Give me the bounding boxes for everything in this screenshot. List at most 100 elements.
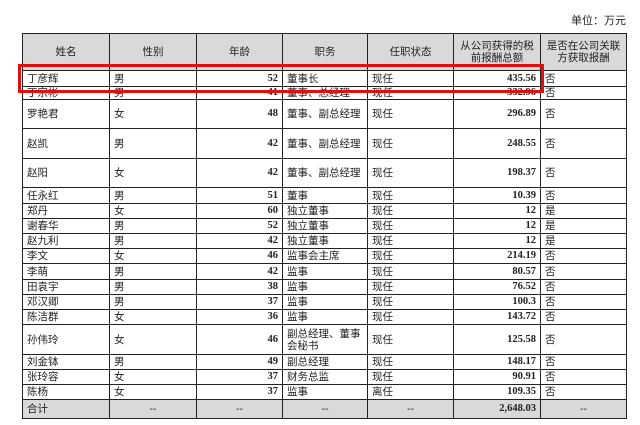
table-cell: 现任 — [367, 324, 454, 355]
total-cell: 合计 — [22, 399, 110, 419]
table-cell: 董事、副总经理 — [282, 128, 368, 159]
total-cell: -- — [196, 399, 283, 419]
table-row: 郑丹女 60 独立董事 现任 12 是 — [22, 203, 627, 219]
table-cell: 副总经理、董事会秘书 — [282, 324, 368, 355]
table-cell: 否 — [540, 158, 627, 188]
table-row: 孙伟玲女 46 副总经理、董事会秘书 现任 125.58 否 — [22, 324, 627, 355]
table-cell: 赵九利 — [22, 233, 110, 249]
total-cell: -- — [540, 399, 627, 419]
table-cell: 现任 — [367, 218, 454, 234]
table-cell: 36 — [196, 309, 283, 325]
table-cell: 60 — [196, 203, 283, 219]
table-cell: 是 — [540, 203, 627, 219]
table-row: 田袁宇男 38 监事 现任 76.52 否 — [22, 279, 627, 295]
table-cell: 男 — [109, 354, 197, 370]
table-cell: 37 — [196, 294, 283, 310]
total-cell: -- — [367, 399, 454, 419]
table-cell: 296.89 — [453, 99, 541, 129]
table-row: 刘金钵男 49 副总经理 现任 148.17 否 — [22, 354, 627, 370]
table-cell: 女 — [109, 248, 197, 264]
table-cell: 12 — [453, 218, 541, 234]
table-cell: 是 — [540, 233, 627, 249]
table-cell: 罗艳君 — [22, 99, 110, 129]
table-cell: 刘金钵 — [22, 354, 110, 370]
table-cell: 否 — [540, 324, 627, 355]
table-cell: 现任 — [367, 263, 454, 280]
column-header: 从公司获得的税前报酬总额 — [453, 33, 541, 71]
table-cell: 否 — [540, 354, 627, 370]
table-cell: 12 — [453, 233, 541, 249]
table-cell: 陈杨 — [22, 384, 110, 400]
table-cell: 丁彦辉 — [22, 70, 110, 87]
table-row: 丁宗彬男 41 董事、总经理 现任 332.96 否 — [22, 86, 627, 100]
table-cell: 否 — [540, 369, 627, 385]
table-cell: 男 — [109, 279, 197, 295]
table-cell: 76.52 — [453, 279, 541, 295]
table-cell: 38 — [196, 279, 283, 295]
compensation-table: 姓名 性别 年龄 职务 任职状态 从公司获得的税前报酬总额 是否在公司关联方获取报酬 丁彦辉… — [22, 33, 627, 419]
table-cell: 现任 — [367, 128, 454, 159]
table-cell: 孙伟玲 — [22, 324, 110, 355]
table-cell: 46 — [196, 324, 283, 355]
table-cell: 陈洁群 — [22, 309, 110, 325]
table-cell: 90.91 — [453, 369, 541, 385]
table-cell: 248.55 — [453, 128, 541, 159]
column-header: 任职状态 — [367, 33, 454, 71]
table-row: 陈洁群女 36 监事 现任 143.72 否 — [22, 309, 627, 325]
table-cell: 女 — [109, 99, 197, 129]
column-header: 年龄 — [196, 33, 283, 71]
table-cell: 52 — [196, 218, 283, 234]
table-cell: 赵凯 — [22, 128, 110, 159]
table-row: 李萌男 42 监事 现任 80.57 否 — [22, 263, 627, 280]
table-cell: 现任 — [367, 309, 454, 325]
table-cell: 男 — [109, 218, 197, 234]
total-row: 合计 -- -- -- -- 2,648.03 -- — [22, 399, 627, 419]
table-row: 赵凯男 42 董事、副总经理 现任 248.55 否 — [22, 128, 627, 159]
table-row: 张玲容女 37 财务总监 现任 90.91 否 — [22, 369, 627, 385]
table-row: 任永红男 51 董事 现任 10.39 否 — [22, 187, 627, 204]
table-cell: 现任 — [367, 279, 454, 295]
total-cell: 2,648.03 — [453, 399, 541, 419]
table-cell: 否 — [540, 187, 627, 204]
table-cell: 现任 — [367, 187, 454, 204]
table-cell: 郑丹 — [22, 203, 110, 219]
table-cell: 监事 — [282, 384, 368, 400]
table-cell: 监事 — [282, 279, 368, 295]
total-cell: -- — [109, 399, 197, 419]
table-row: 李文女 46 监事会主席 现任 214.19 否 — [22, 248, 627, 264]
table-cell: 41 — [196, 86, 283, 100]
table-cell: 女 — [109, 203, 197, 219]
table-cell: 张玲容 — [22, 369, 110, 385]
unit-label: 单位：万元 — [571, 14, 626, 27]
table-cell: 董事、总经理 — [282, 86, 368, 100]
table-row: 赵阳女 42 董事、副总经理 现任 198.37 否 — [22, 158, 627, 188]
table-cell: 独立董事 — [282, 203, 368, 219]
column-header: 职务 — [282, 33, 368, 71]
table-cell: 现任 — [367, 203, 454, 219]
table-cell: 否 — [540, 248, 627, 264]
table-cell: 男 — [109, 263, 197, 280]
table-cell: 女 — [109, 369, 197, 385]
table-cell: 现任 — [367, 248, 454, 264]
table-cell: 董事、副总经理 — [282, 158, 368, 188]
table-cell: 监事 — [282, 294, 368, 310]
table-cell: 否 — [540, 70, 627, 87]
table-cell: 现任 — [367, 158, 454, 188]
table-row: 陈杨女 37 监事 离任 109.35 否 — [22, 384, 627, 400]
table-cell: 12 — [453, 203, 541, 219]
table-cell: 李文 — [22, 248, 110, 264]
table-cell: 赵阳 — [22, 158, 110, 188]
table-cell: 51 — [196, 187, 283, 204]
table-cell: 198.37 — [453, 158, 541, 188]
table-cell: 否 — [540, 128, 627, 159]
table-cell: 离任 — [367, 384, 454, 400]
table-cell: 435.56 — [453, 70, 541, 87]
table-cell: 男 — [109, 128, 197, 159]
table-cell: 董事、副总经理 — [282, 99, 368, 129]
header-row: 姓名 性别 年龄 职务 任职状态 从公司获得的税前报酬总额 是否在公司关联方获取报酬 — [22, 33, 627, 71]
table-cell: 女 — [109, 384, 197, 400]
table-row: 罗艳君女 48 董事、副总经理 现任 296.89 否 — [22, 99, 627, 129]
table-cell: 女 — [109, 309, 197, 325]
table-cell: 财务总监 — [282, 369, 368, 385]
table-cell: 48 — [196, 99, 283, 129]
